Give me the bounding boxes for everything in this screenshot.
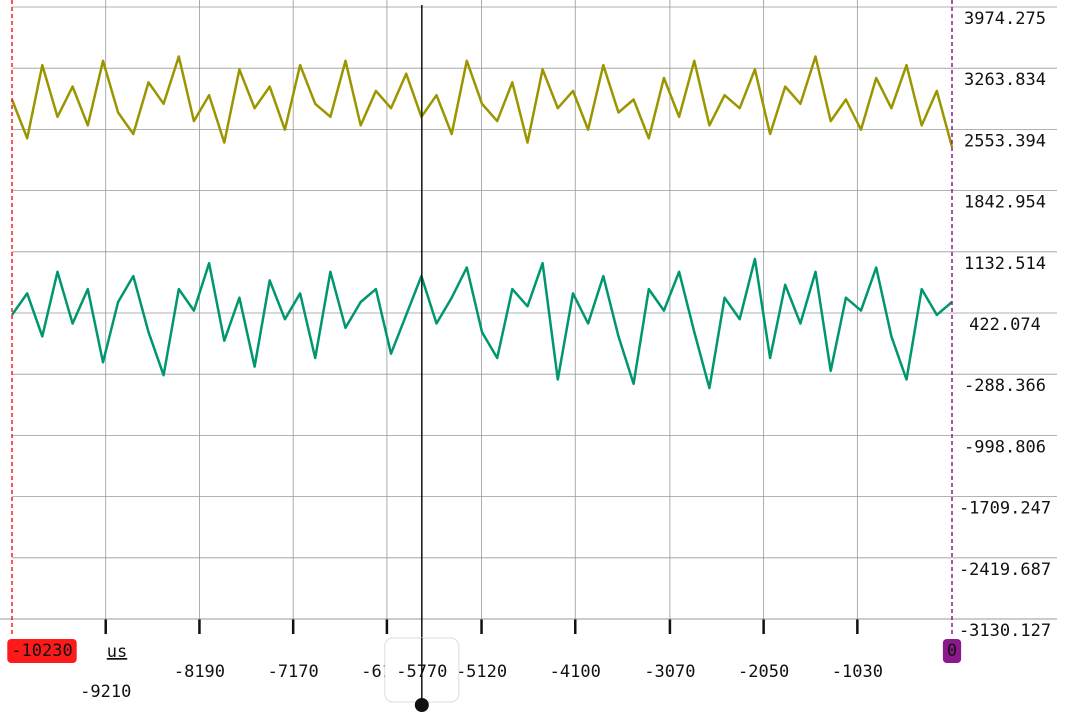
signal-trace — [10, 257, 953, 390]
x-tick-label: -7170 — [268, 662, 319, 682]
cursor-label[interactable]: -5770 — [396, 662, 447, 682]
y-tick-label: 3263.834 — [964, 70, 1046, 90]
y-tick-label: 3974.275 — [964, 9, 1046, 29]
y-tick-label: -1709.247 — [959, 499, 1051, 519]
x-tick-label: -2050 — [738, 662, 789, 682]
marker-label[interactable]: 0 — [947, 641, 957, 661]
x-tick-label: -3070 — [644, 662, 695, 682]
y-tick-label: 1842.954 — [964, 193, 1046, 213]
y-tick-label: 1132.514 — [964, 254, 1046, 274]
x-tick-label: -8190 — [174, 662, 225, 682]
x-unit: us — [107, 642, 127, 662]
x-tick-label: -4100 — [550, 662, 601, 682]
y-tick-label: 422.074 — [969, 315, 1041, 335]
x-tick-label: -9210 — [80, 682, 131, 702]
y-tick-label: 2553.394 — [964, 131, 1046, 151]
y-tick-label: -3130.127 — [959, 621, 1051, 641]
y-tick-label: -998.806 — [964, 437, 1046, 457]
x-tick-label: -5120 — [456, 662, 507, 682]
signal-trace — [10, 55, 954, 148]
cursor-handle[interactable] — [414, 698, 429, 712]
marker-label[interactable]: -10230 — [11, 641, 72, 661]
marker-badge[interactable] — [942, 639, 962, 663]
y-tick-label: -2419.687 — [959, 560, 1051, 580]
marker-badge[interactable] — [7, 639, 77, 663]
x-tick-label: -1030 — [832, 662, 883, 682]
y-tick-label: -288.366 — [964, 376, 1046, 396]
